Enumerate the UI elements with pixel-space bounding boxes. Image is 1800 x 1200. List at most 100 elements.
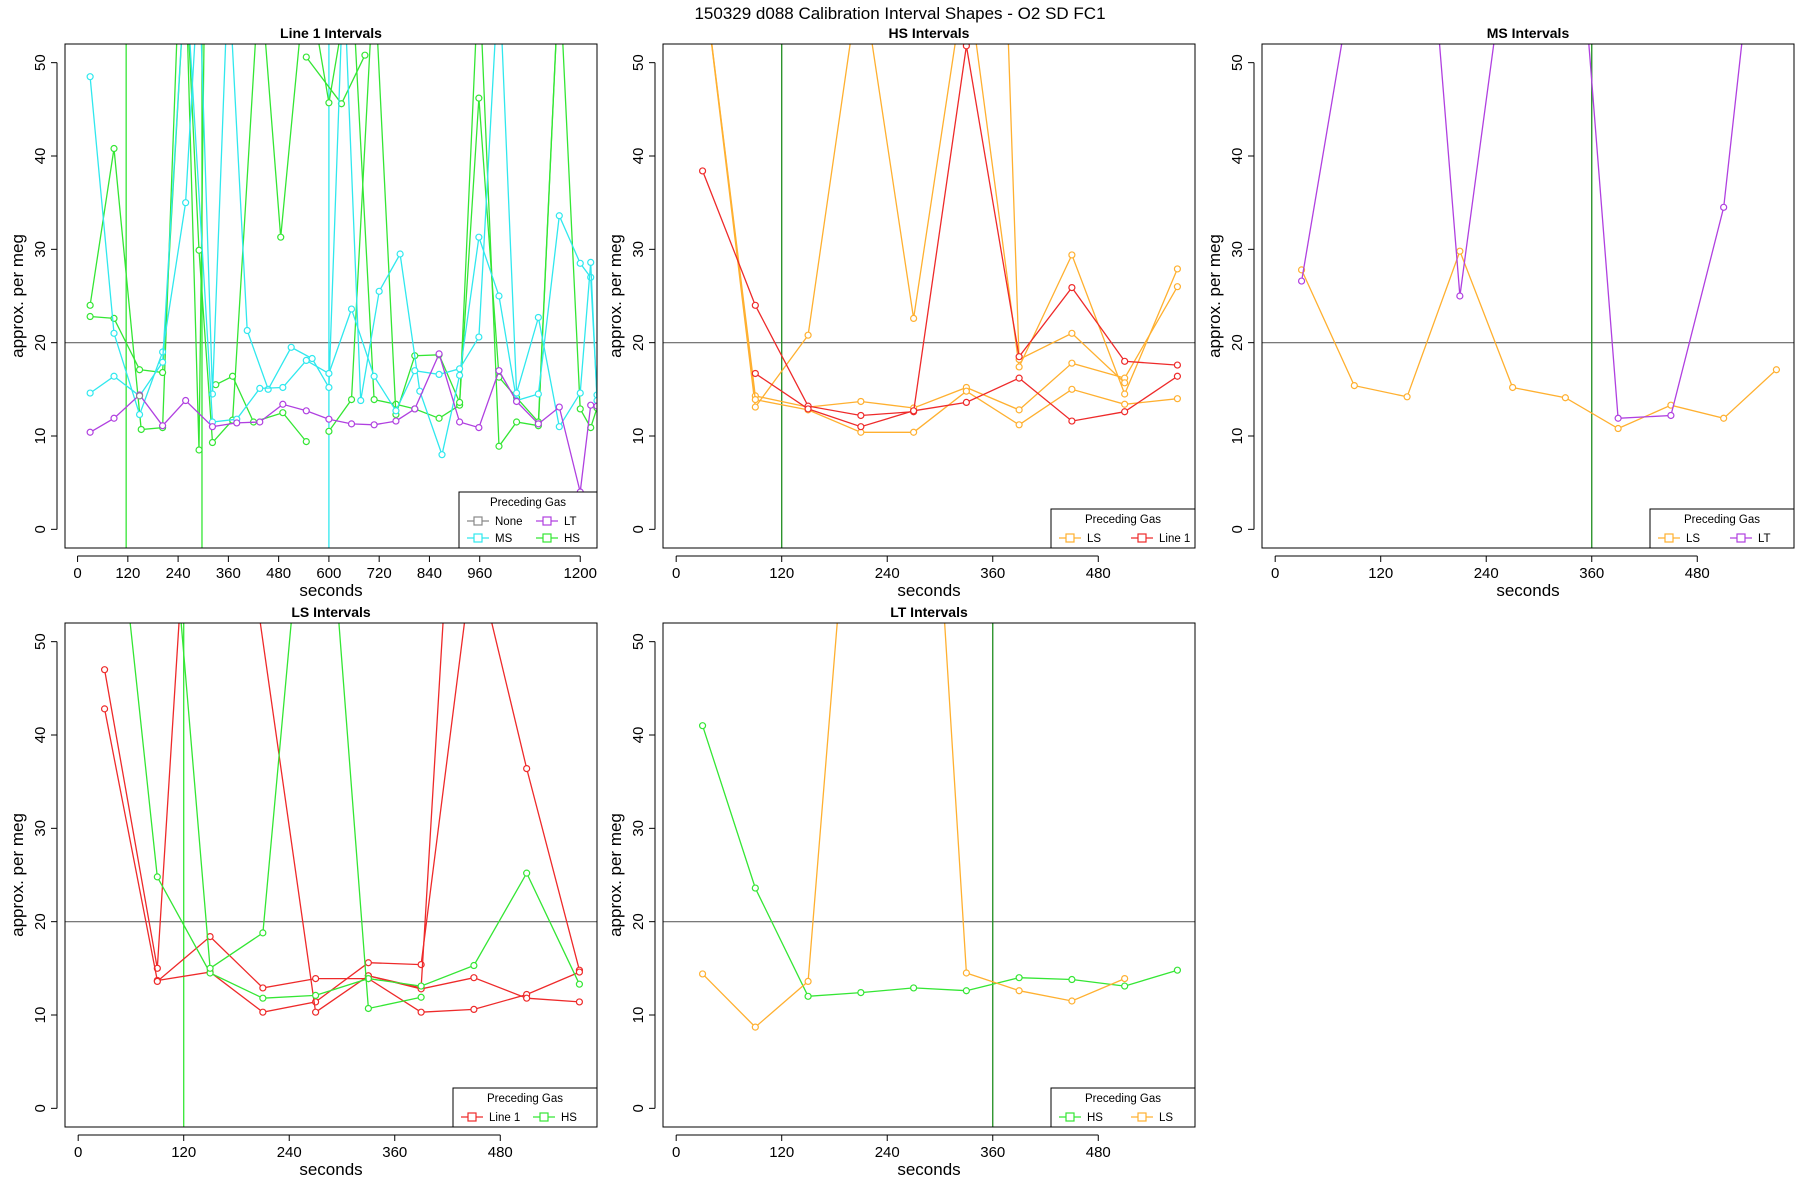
data-point-line-1	[1068, 417, 1076, 425]
data-point-ms	[456, 365, 464, 373]
data-point-ms	[555, 423, 563, 431]
data-point-hs	[435, 414, 443, 422]
series-line-ls	[711, 44, 1178, 411]
x-tick-label: 1200	[564, 565, 597, 582]
data-point-hs	[279, 409, 287, 417]
data-point-hs	[212, 381, 220, 389]
data-point-ms	[438, 451, 446, 459]
data-point-line-1	[962, 398, 970, 406]
series-line-lt	[1300, 44, 1343, 282]
y-tick-label: 50	[32, 633, 49, 650]
legend-label: LT	[1758, 533, 1771, 545]
data-point-hs	[1015, 974, 1023, 982]
series-line-hs	[180, 623, 292, 970]
x-axis-title: seconds	[1496, 581, 1559, 600]
data-point-ms	[375, 287, 383, 295]
data-point-ls	[1068, 329, 1076, 337]
data-point-ms	[512, 389, 521, 397]
y-tick-label: 50	[630, 54, 647, 71]
data-point-ls	[910, 428, 918, 436]
data-point-lt	[208, 423, 217, 431]
data-point-lt	[1456, 292, 1464, 300]
data-point-line-1	[470, 974, 478, 982]
legend: Preceding Gas Line 1 HS	[452, 1087, 598, 1128]
legend-title: Preceding Gas	[1085, 514, 1161, 526]
y-tick-label: 0	[630, 525, 647, 533]
data-point-lt	[1614, 414, 1622, 422]
data-point-ls	[910, 314, 918, 322]
data-point-line-1	[857, 423, 865, 431]
data-point-line-1	[1121, 357, 1129, 365]
x-tick-label: 720	[367, 565, 392, 582]
data-point-line-1	[1068, 284, 1076, 292]
y-axis: 0 10 20 30 40 50 approx. per meg	[606, 633, 656, 1113]
legend-item-hs: HS	[536, 533, 580, 545]
legend-title: Preceding Gas	[487, 1093, 563, 1105]
data-point-hs	[153, 873, 161, 881]
data-point-ms	[86, 73, 94, 81]
data-point-line-1	[259, 1008, 267, 1016]
x-tick-label: 0	[672, 565, 680, 582]
x-tick-label: 480	[488, 1144, 513, 1161]
legend-item-ls: LS	[1131, 1112, 1173, 1124]
x-tick-label: 840	[417, 565, 442, 582]
x-tick-label: 240	[166, 565, 191, 582]
data-point-lt	[233, 419, 241, 427]
y-tick-label: 30	[1229, 241, 1246, 258]
x-tick-label: 360	[382, 1144, 407, 1161]
y-tick-label: 20	[1229, 334, 1246, 351]
data-point-ls	[1350, 382, 1358, 390]
data-point-ms	[243, 326, 251, 335]
data-point-ms	[110, 372, 118, 380]
data-point-line-1	[100, 666, 109, 674]
legend-label: Line 1	[489, 1112, 520, 1124]
y-tick-label: 10	[1229, 428, 1246, 445]
y-tick-label: 40	[32, 148, 49, 165]
x-axis-title: seconds	[897, 1160, 960, 1179]
y-tick-label: 30	[630, 820, 647, 837]
legend-swatch-marker	[1065, 1112, 1075, 1122]
data-point-ms	[256, 384, 264, 392]
data-point-ls	[1068, 359, 1076, 367]
legend-swatch-marker	[1664, 533, 1674, 543]
series-line-ls	[1301, 249, 1777, 430]
data-point-ls	[1121, 379, 1129, 387]
y-tick-label: 40	[32, 727, 49, 744]
y-tick-label: 30	[630, 241, 647, 258]
data-point-hs	[361, 51, 369, 59]
legend-swatch-marker	[473, 516, 483, 526]
plot-frame	[64, 43, 598, 549]
plot-frame	[662, 622, 1196, 1128]
data-point-lt	[475, 424, 483, 432]
y-axis-title: approx. per meg	[606, 234, 625, 358]
y-tick-label: 40	[1229, 148, 1246, 165]
data-point-ls	[1015, 987, 1023, 995]
data-point-line-1	[100, 705, 109, 713]
y-tick-label: 10	[32, 428, 49, 445]
series-group	[86, 44, 597, 496]
y-tick-label: 50	[1229, 54, 1246, 71]
legend-box	[1050, 508, 1196, 549]
y-axis-title: approx. per meg	[606, 813, 625, 937]
data-point-line-1	[857, 411, 865, 420]
data-point-ls	[804, 331, 812, 339]
legend-label: MS	[495, 533, 513, 545]
data-point-ms	[302, 356, 310, 364]
data-point-ls	[857, 397, 865, 406]
data-point-hs	[195, 246, 203, 254]
data-point-ls	[1015, 406, 1023, 414]
data-point-lt	[86, 428, 94, 436]
y-tick-label: 20	[32, 913, 49, 930]
x-tick-label: 600	[316, 565, 341, 582]
series-group	[698, 44, 1182, 436]
data-point-ls	[1015, 421, 1023, 429]
x-tick-label: 360	[1579, 565, 1604, 582]
data-point-ms	[555, 212, 563, 220]
data-point-ls	[1456, 247, 1464, 255]
legend-title: Preceding Gas	[490, 497, 566, 509]
data-point-ms	[456, 371, 464, 379]
y-tick-label: 20	[630, 334, 647, 351]
data-point-hs	[1173, 966, 1182, 974]
legend-item-hs: HS	[533, 1112, 577, 1124]
x-tick-label: 480	[1086, 565, 1111, 582]
